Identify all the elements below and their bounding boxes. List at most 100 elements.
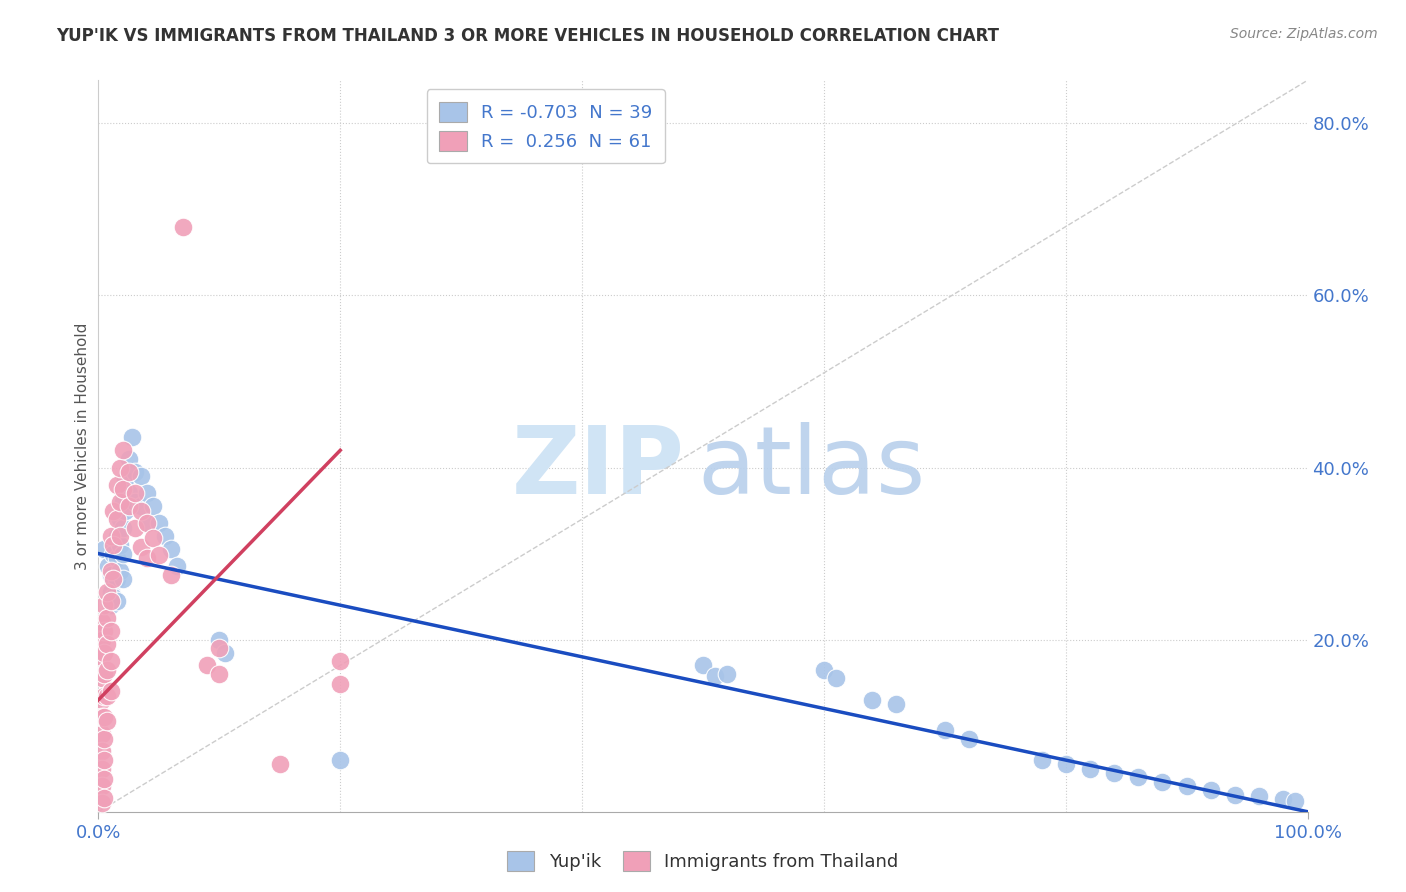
- Point: [101, 547, 124, 561]
- Point: [1199, 783, 1222, 797]
- Point: [100, 585, 122, 599]
- Point: [108, 564, 131, 578]
- Point: [91, 632, 114, 647]
- Point: [329, 677, 352, 691]
- Point: [129, 540, 152, 554]
- Point: [208, 641, 231, 656]
- Point: [1152, 774, 1174, 789]
- Point: [93, 689, 115, 703]
- Point: [93, 731, 115, 746]
- Point: [135, 550, 157, 565]
- Point: [93, 753, 115, 767]
- Point: [114, 474, 136, 488]
- Point: [93, 772, 115, 786]
- Point: [111, 482, 134, 496]
- Point: [111, 443, 134, 458]
- Point: [93, 598, 115, 612]
- Point: [111, 495, 134, 509]
- Point: [93, 542, 115, 557]
- Point: [129, 469, 152, 483]
- Point: [1102, 766, 1125, 780]
- Point: [160, 542, 183, 557]
- Point: [208, 632, 231, 647]
- Point: [124, 465, 146, 479]
- Point: [118, 486, 141, 500]
- Text: ZIP: ZIP: [512, 422, 685, 514]
- Point: [91, 710, 114, 724]
- Point: [269, 757, 291, 772]
- Point: [93, 710, 115, 724]
- Point: [108, 538, 131, 552]
- Point: [91, 779, 114, 793]
- Point: [118, 465, 141, 479]
- Point: [860, 693, 883, 707]
- Point: [886, 697, 908, 711]
- Point: [1078, 762, 1101, 776]
- Point: [1284, 793, 1306, 807]
- Point: [135, 486, 157, 500]
- Point: [124, 486, 146, 500]
- Point: [135, 516, 157, 531]
- Point: [105, 550, 128, 565]
- Point: [208, 667, 231, 681]
- Point: [124, 521, 146, 535]
- Point: [108, 495, 131, 509]
- Point: [166, 559, 188, 574]
- Point: [716, 667, 738, 681]
- Point: [105, 573, 128, 587]
- Point: [93, 667, 115, 681]
- Y-axis label: 3 or more Vehicles in Household: 3 or more Vehicles in Household: [75, 322, 90, 570]
- Point: [153, 529, 176, 543]
- Point: [124, 495, 146, 509]
- Point: [100, 684, 122, 698]
- Point: [825, 671, 848, 685]
- Point: [142, 531, 165, 545]
- Point: [105, 512, 128, 526]
- Point: [108, 512, 131, 526]
- Text: Source: ZipAtlas.com: Source: ZipAtlas.com: [1230, 27, 1378, 41]
- Point: [100, 598, 122, 612]
- Point: [114, 503, 136, 517]
- Point: [214, 646, 236, 660]
- Point: [1249, 789, 1271, 804]
- Point: [148, 549, 170, 563]
- Point: [148, 516, 170, 531]
- Point: [105, 594, 128, 608]
- Point: [129, 503, 152, 517]
- Point: [96, 689, 118, 703]
- Point: [329, 753, 352, 767]
- Point: [91, 671, 114, 685]
- Point: [101, 538, 124, 552]
- Point: [91, 615, 114, 630]
- Legend: R = -0.703  N = 39, R =  0.256  N = 61: R = -0.703 N = 39, R = 0.256 N = 61: [427, 89, 665, 163]
- Point: [96, 585, 118, 599]
- Point: [118, 451, 141, 466]
- Point: [101, 573, 124, 587]
- Point: [121, 430, 143, 444]
- Point: [1175, 779, 1198, 793]
- Point: [105, 477, 128, 491]
- Point: [1223, 788, 1246, 802]
- Point: [96, 663, 118, 677]
- Point: [100, 654, 122, 668]
- Text: YUP'IK VS IMMIGRANTS FROM THAILAND 3 OR MORE VEHICLES IN HOUSEHOLD CORRELATION C: YUP'IK VS IMMIGRANTS FROM THAILAND 3 OR …: [56, 27, 1000, 45]
- Point: [195, 658, 218, 673]
- Point: [101, 573, 124, 587]
- Point: [111, 547, 134, 561]
- Point: [101, 503, 124, 517]
- Point: [100, 568, 122, 582]
- Point: [100, 624, 122, 638]
- Point: [100, 529, 122, 543]
- Point: [957, 731, 980, 746]
- Point: [91, 762, 114, 776]
- Point: [91, 727, 114, 741]
- Point: [111, 521, 134, 535]
- Point: [91, 649, 114, 664]
- Point: [111, 573, 134, 587]
- Text: atlas: atlas: [697, 422, 925, 514]
- Point: [100, 594, 122, 608]
- Point: [118, 500, 141, 514]
- Point: [100, 564, 122, 578]
- Point: [97, 559, 120, 574]
- Point: [108, 460, 131, 475]
